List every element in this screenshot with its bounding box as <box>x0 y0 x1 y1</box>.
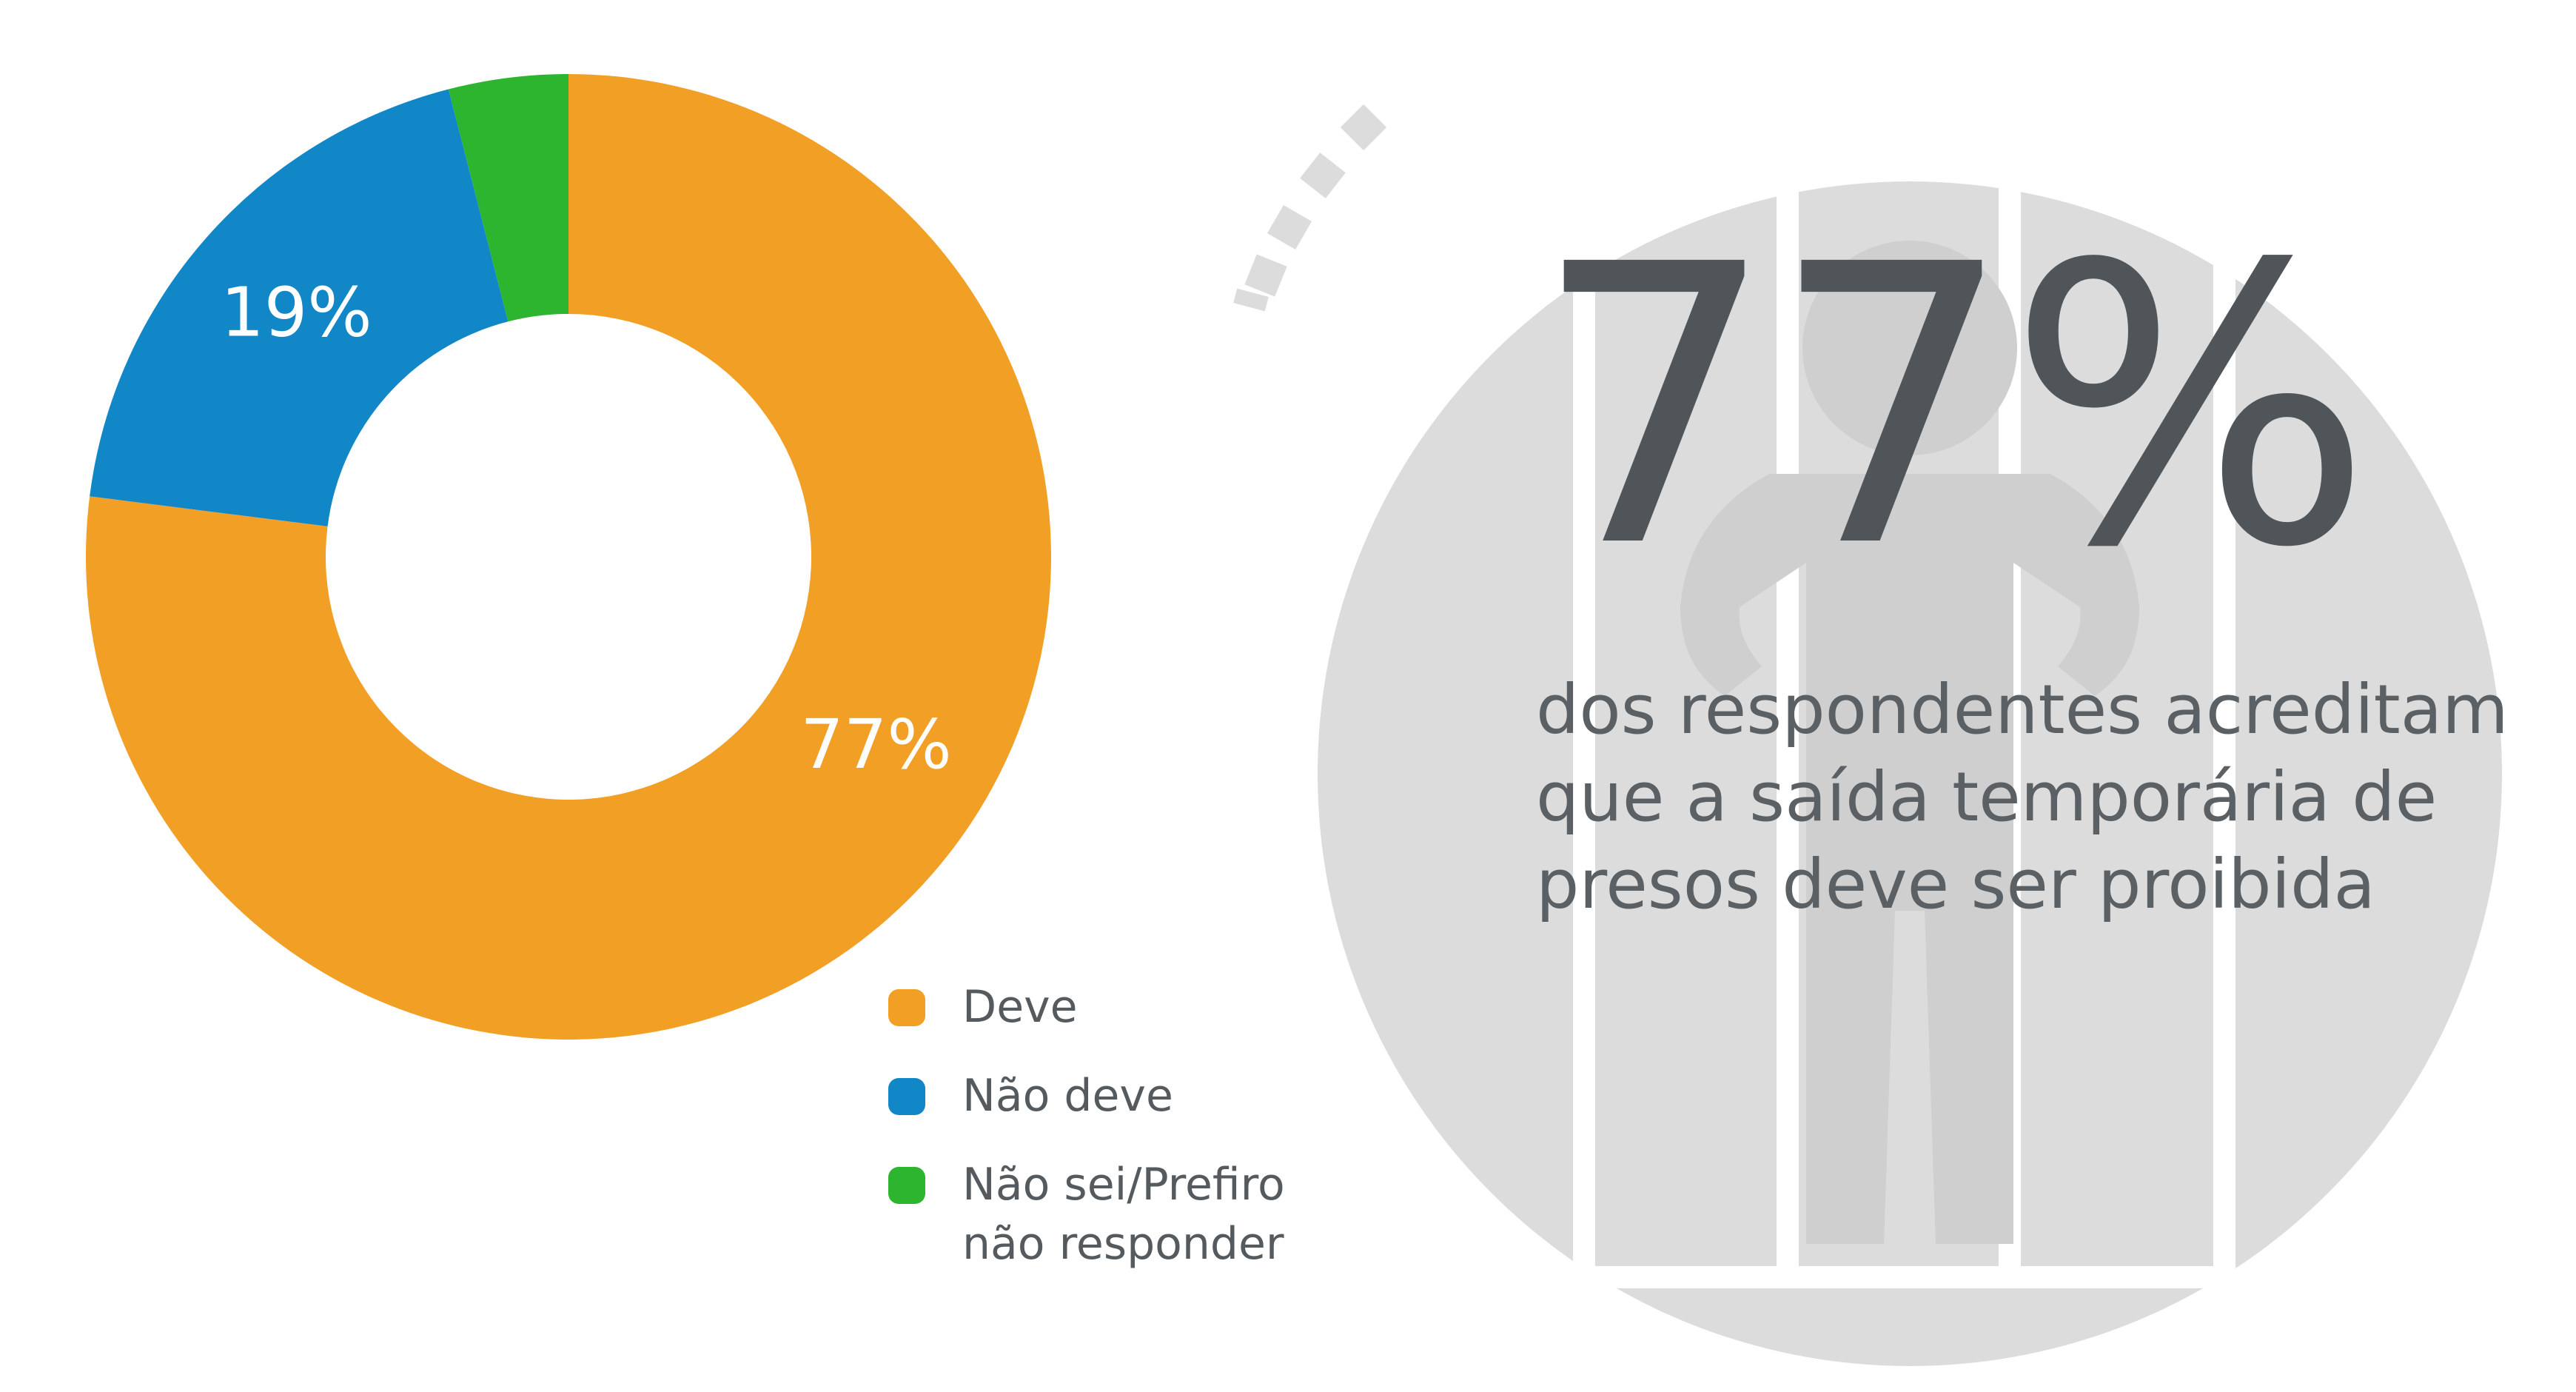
legend-item-nao-sei: Não sei/Prefiro não responder <box>888 1155 1347 1274</box>
legend-label-nao-deve: Não deve <box>962 1070 1173 1122</box>
donut-slice-2 <box>448 74 568 322</box>
donut-chart: 77% 19% <box>86 74 1052 1040</box>
legend-swatch-deve <box>888 989 925 1026</box>
donut-data-label-0: 77% <box>800 705 951 784</box>
donut-data-label-1: 19% <box>221 272 372 352</box>
legend-swatch-nao-deve <box>888 1078 925 1115</box>
legend-item-nao-deve: Não deve <box>888 1066 1347 1125</box>
legend-swatch-nao-sei <box>888 1167 925 1204</box>
legend-label-nao-sei: Não sei/Prefiro não responder <box>962 1159 1285 1270</box>
dashed-arc-decoration <box>1233 104 1387 312</box>
cell-bars <box>1573 152 2235 1288</box>
chart-legend: Deve Não deve Não sei/Prefiro não respon… <box>888 977 1347 1303</box>
headline-percentage: 77% <box>1532 183 2373 632</box>
legend-item-deve: Deve <box>888 977 1347 1037</box>
legend-label-deve: Deve <box>962 981 1078 1033</box>
donut-slice-1 <box>90 89 509 526</box>
prisoner-figure <box>1680 241 2139 1244</box>
donut-slice-0 <box>86 74 1052 1040</box>
headline-description: dos respondentes acreditam que a saída t… <box>1536 670 2509 924</box>
